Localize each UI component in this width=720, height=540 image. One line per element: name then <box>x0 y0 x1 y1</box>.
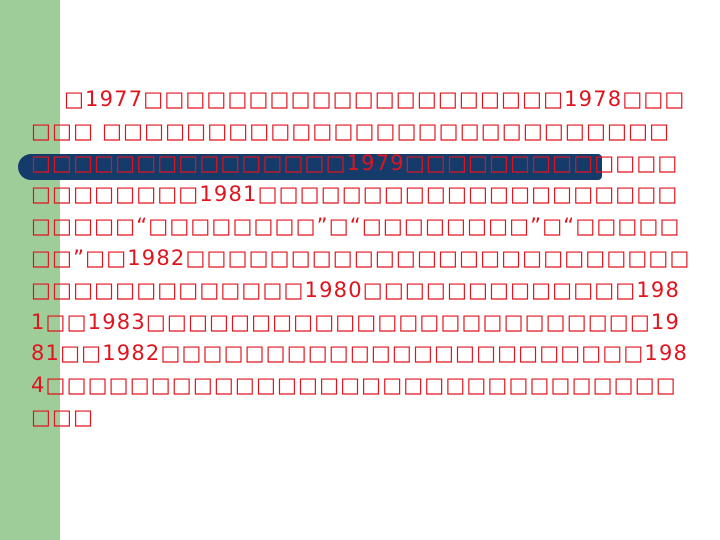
body-paragraph: □1977□□□□□□□□□□□□□□□□□□□□1978□□□□□□ □□□□… <box>31 87 691 429</box>
side-decoration-band <box>0 0 60 540</box>
accent-bar <box>18 154 602 180</box>
